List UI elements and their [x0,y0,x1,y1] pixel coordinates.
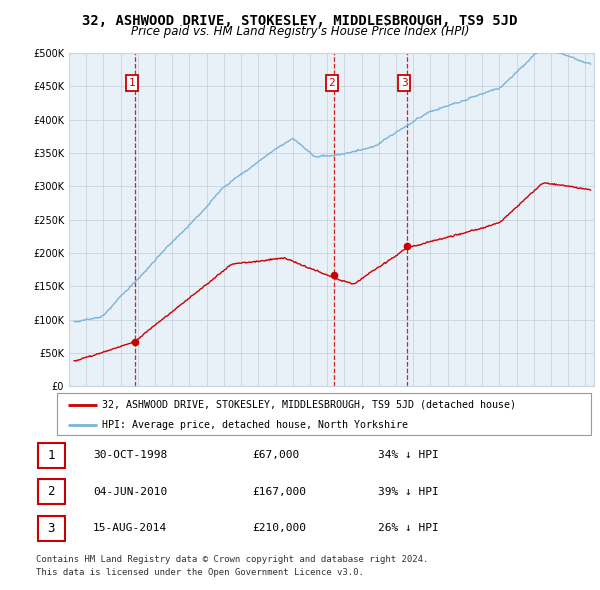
Text: £210,000: £210,000 [252,523,306,533]
Text: 26% ↓ HPI: 26% ↓ HPI [378,523,439,533]
Text: 34% ↓ HPI: 34% ↓ HPI [378,450,439,460]
Text: 04-JUN-2010: 04-JUN-2010 [93,487,167,497]
Text: 3: 3 [47,522,55,535]
Text: Contains HM Land Registry data © Crown copyright and database right 2024.: Contains HM Land Registry data © Crown c… [36,555,428,564]
Text: This data is licensed under the Open Government Licence v3.0.: This data is licensed under the Open Gov… [36,568,364,577]
Text: 32, ASHWOOD DRIVE, STOKESLEY, MIDDLESBROUGH, TS9 5JD (detached house): 32, ASHWOOD DRIVE, STOKESLEY, MIDDLESBRO… [103,400,517,410]
Text: 2: 2 [328,78,335,88]
Text: 1: 1 [129,78,136,88]
Text: 39% ↓ HPI: 39% ↓ HPI [378,487,439,497]
Text: £167,000: £167,000 [252,487,306,497]
Text: 1: 1 [47,448,55,462]
Text: 2: 2 [47,485,55,499]
Text: 15-AUG-2014: 15-AUG-2014 [93,523,167,533]
FancyBboxPatch shape [37,442,65,468]
Text: £67,000: £67,000 [252,450,299,460]
Text: Price paid vs. HM Land Registry's House Price Index (HPI): Price paid vs. HM Land Registry's House … [131,25,469,38]
Text: HPI: Average price, detached house, North Yorkshire: HPI: Average price, detached house, Nort… [103,420,409,430]
Text: 3: 3 [401,78,407,88]
FancyBboxPatch shape [37,516,65,541]
Text: 30-OCT-1998: 30-OCT-1998 [93,450,167,460]
FancyBboxPatch shape [37,479,65,504]
FancyBboxPatch shape [57,393,591,435]
Text: 32, ASHWOOD DRIVE, STOKESLEY, MIDDLESBROUGH, TS9 5JD: 32, ASHWOOD DRIVE, STOKESLEY, MIDDLESBRO… [82,14,518,28]
